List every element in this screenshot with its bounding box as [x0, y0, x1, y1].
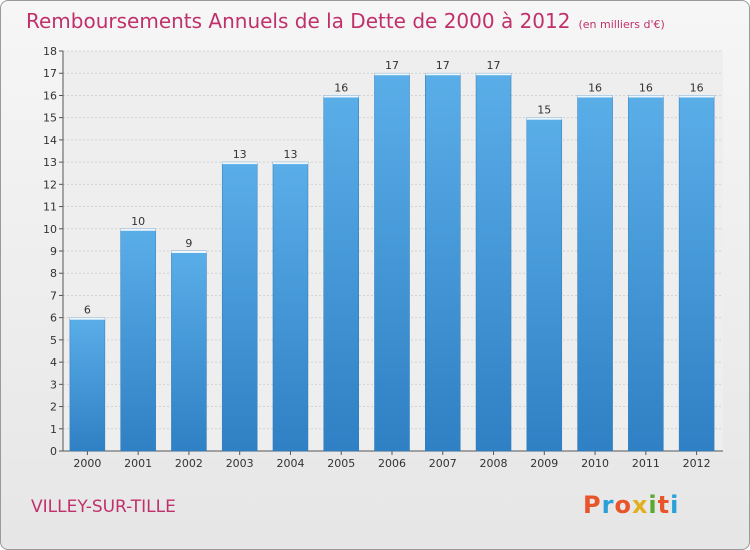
data-label: 15 — [537, 104, 551, 117]
bars — [69, 72, 715, 452]
data-label: 10 — [131, 215, 145, 228]
y-tick-label: 1 — [50, 423, 57, 436]
brand-letter: P — [583, 491, 602, 519]
y-tick-label: 14 — [43, 134, 57, 147]
data-label: 16 — [334, 81, 348, 94]
x-tick-label: 2010 — [581, 457, 609, 470]
x-tick-label: 2012 — [683, 457, 711, 470]
brand-logo: Proxiti — [583, 491, 679, 519]
bar-top-highlight — [120, 228, 156, 231]
chart-title-text: Remboursements Annuels de la Dette de 20… — [26, 9, 571, 33]
x-tick-label: 2005 — [327, 457, 355, 470]
bar — [475, 72, 512, 452]
x-tick-label: 2006 — [378, 457, 406, 470]
bar-top-highlight — [69, 317, 105, 320]
bar — [425, 72, 461, 452]
bar-top-highlight — [374, 73, 410, 76]
y-tick-label: 17 — [43, 67, 57, 80]
bar — [628, 95, 664, 452]
data-label: 17 — [487, 59, 501, 72]
data-label: 13 — [283, 148, 297, 161]
x-tick-label: 2011 — [632, 457, 660, 470]
y-tick-label: 10 — [43, 223, 57, 236]
x-tick-label: 2004 — [276, 457, 304, 470]
y-tick-label: 16 — [43, 89, 57, 102]
y-tick-label: 9 — [50, 245, 57, 258]
bar-top-highlight — [425, 73, 461, 76]
bar-top-highlight — [323, 95, 359, 98]
y-tick-label: 11 — [43, 201, 57, 214]
y-tick-label: 18 — [43, 45, 57, 58]
chart-unit-text: (en milliers d'€) — [578, 18, 665, 31]
bar-top-highlight — [679, 95, 715, 98]
brand-letter: i — [648, 491, 658, 519]
x-tick-label: 2000 — [73, 457, 101, 470]
data-label: 16 — [690, 81, 704, 94]
bar — [323, 95, 359, 452]
x-tick-label: 2003 — [226, 457, 254, 470]
y-tick-label: 15 — [43, 112, 57, 125]
y-tick-label: 7 — [50, 289, 57, 302]
bar-top-highlight — [577, 95, 613, 98]
labels: 6 2000 10 2001 9 2002 13 2003 13 2004 16 2005 17 2006… — [73, 59, 710, 470]
data-label: 17 — [436, 59, 450, 72]
bar-top-highlight — [476, 73, 512, 76]
data-label: 13 — [233, 148, 247, 161]
bar — [221, 161, 258, 452]
x-tick-label: 2007 — [429, 457, 457, 470]
bar-top-highlight — [628, 95, 664, 98]
brand-letter: i — [670, 491, 680, 519]
y-tick-label: 0 — [50, 445, 57, 458]
data-label: 9 — [185, 237, 192, 250]
y-tick-label: 5 — [50, 334, 57, 347]
x-tick-label: 2002 — [175, 457, 203, 470]
y-tick-label: 2 — [50, 401, 57, 414]
bar — [69, 317, 106, 452]
bar-top-highlight — [171, 251, 207, 253]
x-tick-label: 2008 — [480, 457, 508, 470]
data-label: 6 — [84, 304, 91, 317]
bar — [120, 228, 156, 452]
x-tick-label: 2009 — [530, 457, 558, 470]
city-name: VILLEY-SUR-TILLE — [31, 497, 176, 517]
y-tick-label: 13 — [43, 156, 57, 169]
data-label: 16 — [588, 81, 602, 94]
bar — [678, 95, 715, 452]
bar-top-highlight — [222, 162, 258, 165]
bar — [272, 161, 309, 452]
bar — [577, 95, 613, 452]
y-tick-label: 4 — [50, 356, 57, 369]
bar — [374, 72, 410, 452]
bar — [171, 250, 207, 452]
data-label: 17 — [385, 59, 399, 72]
bar — [526, 117, 563, 452]
y-tick-label: 3 — [50, 378, 57, 391]
brand-letter: o — [614, 491, 632, 519]
bar-top-highlight — [272, 162, 308, 165]
y-tick-label: 12 — [43, 178, 57, 191]
chart-title: Remboursements Annuels de la Dette de 20… — [26, 9, 665, 33]
bar-top-highlight — [526, 117, 562, 120]
y-tick-label: 8 — [50, 267, 57, 280]
brand-letter: r — [601, 491, 615, 519]
y-tick-label: 6 — [50, 312, 57, 325]
x-tick-label: 2001 — [124, 457, 152, 470]
brand-letter: x — [631, 491, 649, 519]
data-label: 16 — [639, 81, 653, 94]
brand-letter: t — [657, 491, 671, 519]
